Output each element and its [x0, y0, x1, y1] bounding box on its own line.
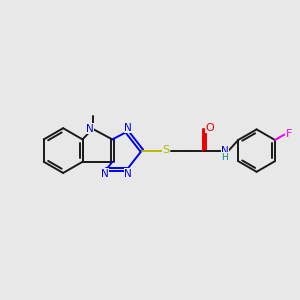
Text: N: N [124, 123, 132, 133]
Text: F: F [286, 129, 292, 139]
Text: N: N [86, 124, 94, 134]
Text: N: N [221, 146, 229, 156]
Text: H: H [221, 153, 228, 162]
Text: N: N [101, 169, 109, 178]
Text: S: S [162, 145, 169, 155]
Text: O: O [206, 123, 214, 133]
Text: N: N [124, 169, 132, 178]
